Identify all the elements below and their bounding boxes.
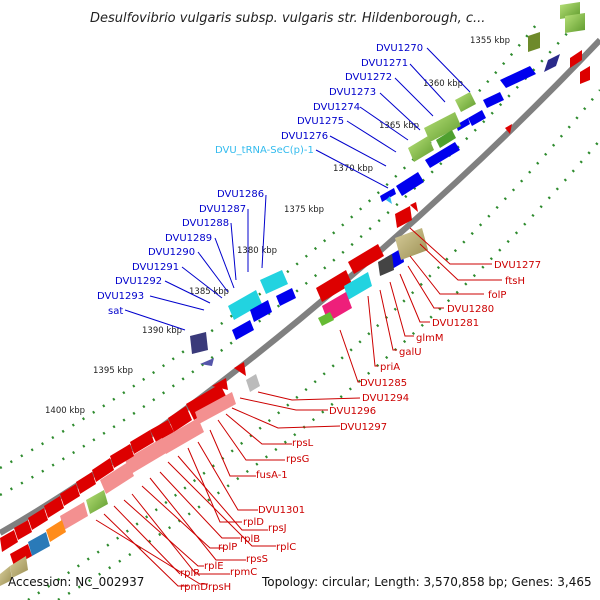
green-cds-blocks: [386, 92, 476, 204]
tan-cds-blocks: [395, 202, 428, 260]
label-dvu1285: DVU1285: [360, 378, 407, 389]
mid-left-cds-cluster: [190, 248, 404, 366]
label-dvu1270: DVU1270: [376, 43, 423, 54]
label-rpsg: rpsG: [286, 454, 309, 465]
label-dvu1297: DVU1297: [340, 422, 387, 433]
label-pria: priA: [380, 362, 400, 373]
label-dvu1291: DVU1291: [132, 262, 179, 273]
label-dvu1294: DVU1294: [362, 393, 409, 404]
inner-labels: DVU1277 ftsH folP DVU1280 DVU1281 glmM g…: [180, 260, 541, 593]
tick-1355: 1355 kbp: [470, 36, 510, 46]
tick-1385: 1385 kbp: [189, 287, 229, 297]
label-rplr: rplR: [180, 568, 200, 579]
label-folp: folP: [488, 290, 506, 301]
top-right-feature-blocks: [528, 2, 590, 84]
accession-text: Accession: NC_002937: [8, 575, 144, 589]
label-rplb: rplB: [240, 534, 260, 545]
ribosomal-red-cluster: [0, 384, 236, 586]
label-glmm: glmM: [416, 333, 444, 344]
label-rpmd: rpmD: [180, 582, 208, 593]
label-dvu1281: DVU1281: [432, 318, 479, 329]
label-dvu1273: DVU1273: [329, 87, 376, 98]
outer-leader-lines: [124, 47, 471, 331]
label-rple: rplE: [204, 561, 224, 572]
forward-cds-top: [380, 66, 536, 202]
label-rpld: rplD: [243, 517, 264, 528]
label-rpsl: rpsL: [292, 438, 314, 449]
inner-leader-lines: [95, 227, 502, 587]
label-dvu1289: DVU1289: [165, 233, 212, 244]
label-dvu1274: DVU1274: [313, 102, 360, 113]
label-ftsh: ftsH: [505, 276, 525, 287]
label-rpss: rpsS: [246, 554, 268, 565]
label-dvu1288: DVU1288: [182, 218, 229, 229]
label-dvu1293: DVU1293: [97, 291, 144, 302]
tick-1380: 1380 kbp: [237, 246, 277, 256]
topology-text: Topology: circular; Length: 3,570,858 bp…: [261, 575, 592, 589]
tick-1395: 1395 kbp: [93, 366, 133, 376]
label-rpsh: rpsH: [208, 582, 231, 593]
inner-dot-track-2: [57, 139, 600, 600]
label-dvu1275: DVU1275: [297, 116, 344, 127]
label-dvu-trna-sec: DVU_tRNA-SeC(p)-1: [215, 145, 314, 156]
label-rpmc: rpmC: [230, 567, 257, 578]
inner-dot-track-1: [27, 89, 600, 600]
outer-labels: DVU1270 DVU1271 DVU1272 DVU1273 DVU1274 …: [97, 43, 423, 317]
label-dvu1272: DVU1272: [345, 72, 392, 83]
label-rplp: rplP: [218, 542, 237, 553]
label-rpsj: rpsJ: [268, 523, 287, 534]
label-fusa-1: fusA-1: [256, 470, 288, 481]
tick-1390: 1390 kbp: [142, 326, 182, 336]
map-title: Desulfovibrio vulgaris subsp. vulgaris s…: [90, 11, 485, 26]
label-dvu1301: DVU1301: [258, 505, 305, 516]
label-dvu1277: DVU1277: [494, 260, 541, 271]
tick-1360: 1360 kbp: [423, 79, 463, 89]
label-dvu1287: DVU1287: [199, 204, 246, 215]
label-galu: galU: [399, 347, 422, 358]
label-rplc: rplC: [276, 542, 296, 553]
label-dvu1292: DVU1292: [115, 276, 162, 287]
tick-1400: 1400 kbp: [45, 406, 85, 416]
label-dvu1290: DVU1290: [148, 247, 195, 258]
label-dvu1271: DVU1271: [361, 58, 408, 69]
label-dvu1286: DVU1286: [217, 189, 264, 200]
reverse-cds-inner: [212, 206, 412, 392]
tick-1365: 1365 kbp: [379, 121, 419, 131]
label-sat: sat: [108, 306, 123, 317]
tick-1375: 1375 kbp: [284, 205, 324, 215]
tick-labels: 1355 kbp 1360 kbp 1365 kbp 1370 kbp 1375…: [45, 36, 510, 416]
label-dvu1280: DVU1280: [447, 304, 494, 315]
label-dvu1296: DVU1296: [329, 406, 376, 417]
label-dvu1276: DVU1276: [281, 131, 328, 142]
